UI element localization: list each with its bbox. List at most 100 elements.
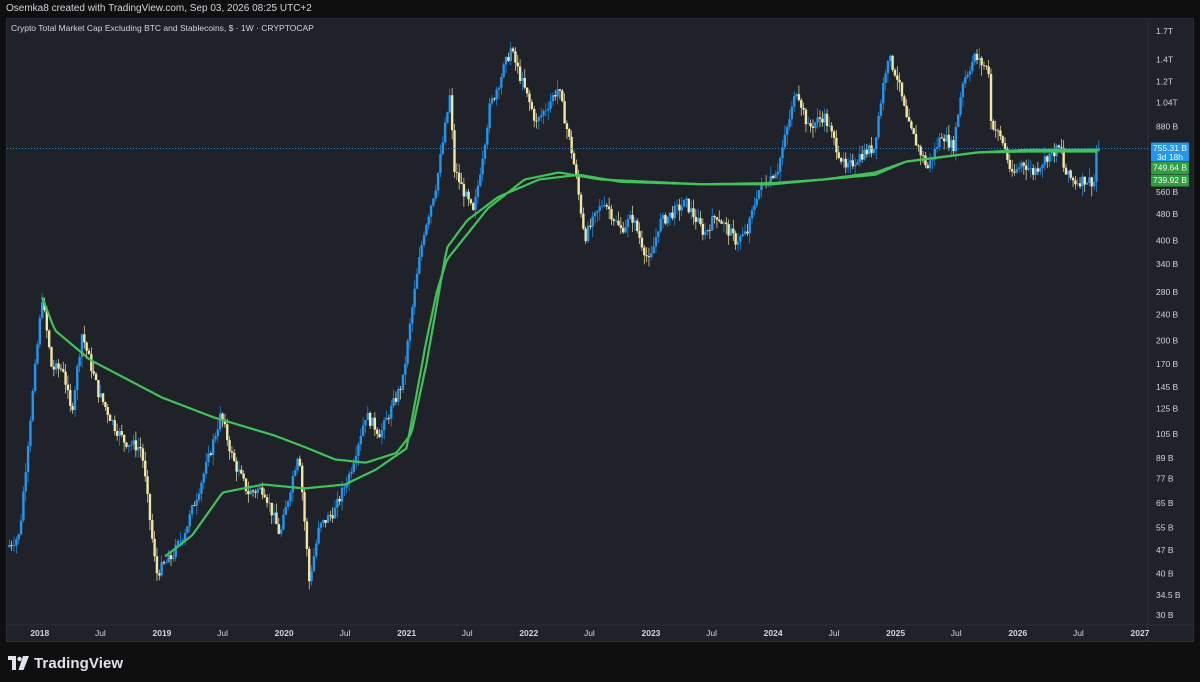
candle xyxy=(851,153,854,169)
candle xyxy=(708,224,712,239)
candle xyxy=(1055,143,1058,163)
candle xyxy=(57,358,60,378)
candle xyxy=(870,136,873,158)
candle xyxy=(195,492,198,515)
x-tick-label: 2019 xyxy=(153,628,172,638)
candle xyxy=(80,333,84,368)
candle xyxy=(101,392,105,405)
candle xyxy=(872,148,876,155)
candle xyxy=(725,216,728,235)
candle xyxy=(1074,175,1077,190)
candle xyxy=(825,109,829,133)
candle xyxy=(415,267,419,290)
candle xyxy=(375,427,379,439)
candle xyxy=(1085,181,1089,186)
chart-title: Crypto Total Market Cap Excluding BTC an… xyxy=(11,23,314,33)
candle xyxy=(162,560,166,566)
candle xyxy=(469,198,473,206)
candle xyxy=(446,111,449,124)
tradingview-brand[interactable]: TradingView xyxy=(8,652,123,674)
candle xyxy=(476,180,480,204)
candle xyxy=(55,360,58,375)
candle xyxy=(626,214,630,238)
x-tick-label: 2024 xyxy=(764,628,783,638)
candle xyxy=(1036,161,1040,176)
candle xyxy=(436,172,440,197)
candle xyxy=(347,470,351,492)
candle xyxy=(268,493,271,513)
candle xyxy=(432,197,435,208)
candle xyxy=(33,359,37,394)
candle xyxy=(893,68,897,78)
candle xyxy=(265,494,269,508)
candle xyxy=(455,163,459,181)
candle xyxy=(186,525,189,534)
x-tick-label: 2020 xyxy=(275,628,294,638)
candle xyxy=(204,452,208,478)
candle xyxy=(675,199,679,215)
candle xyxy=(1015,164,1018,174)
candle xyxy=(718,210,721,223)
candle xyxy=(961,80,965,107)
candle xyxy=(373,412,377,436)
candle xyxy=(113,415,116,436)
candle xyxy=(554,90,557,101)
candle xyxy=(493,97,496,102)
candle xyxy=(591,211,594,238)
candle xyxy=(802,102,805,115)
price-axis[interactable]: 1.7T 1.4T 1.2T 1.04T 880 B 560 B 480 B 400 B 340… xyxy=(1156,26,1181,620)
time-axis[interactable]: 2018 Jul 2019 Jul 2020 Jul 2021 Jul 2022 Jul 2023 J… xyxy=(30,628,1149,638)
candle xyxy=(823,108,826,132)
tradingview-logo-text: TradingView xyxy=(34,654,124,672)
candle xyxy=(106,404,109,424)
candle xyxy=(926,162,929,169)
candle xyxy=(111,419,114,426)
candle xyxy=(324,520,327,528)
candle xyxy=(488,97,491,134)
ma-label-2: 739.92 B xyxy=(1151,174,1189,187)
candle xyxy=(652,236,655,254)
candle xyxy=(237,460,241,477)
candle xyxy=(1092,173,1096,191)
candle xyxy=(525,87,529,97)
candle xyxy=(645,247,648,263)
candle xyxy=(258,482,262,491)
candle xyxy=(971,55,974,74)
candle xyxy=(1003,137,1007,151)
candle xyxy=(460,172,463,185)
candle xyxy=(703,223,707,240)
candle xyxy=(844,152,847,174)
candle xyxy=(92,362,95,377)
x-tick-label: Jul xyxy=(95,628,106,638)
candle xyxy=(296,457,299,474)
last-price-label: 755.31 B3d 18h xyxy=(1151,142,1189,162)
candle xyxy=(66,375,70,400)
candle xyxy=(427,213,430,230)
candle xyxy=(1039,166,1042,176)
candle xyxy=(952,135,955,155)
candle xyxy=(69,383,72,412)
candle xyxy=(235,457,238,482)
candle xyxy=(964,69,967,88)
candle xyxy=(757,189,761,201)
candle xyxy=(945,126,948,143)
candle xyxy=(214,432,217,443)
candle xyxy=(685,196,688,208)
candle xyxy=(50,346,53,368)
candle xyxy=(481,150,484,182)
candle xyxy=(1064,163,1068,175)
candle xyxy=(530,99,534,111)
candle xyxy=(661,212,665,229)
candle xyxy=(755,190,758,208)
candle xyxy=(928,153,932,173)
candle xyxy=(804,107,808,133)
price-chart[interactable]: 1.7T 1.4T 1.2T 1.04T 880 B 560 B 480 B 400 B 340… xyxy=(0,0,1200,645)
candle xyxy=(19,513,23,536)
candle xyxy=(202,471,206,490)
candle xyxy=(994,120,997,138)
candle xyxy=(326,512,330,524)
candle xyxy=(1067,170,1070,184)
candle xyxy=(211,433,215,466)
candle xyxy=(115,423,119,441)
candle xyxy=(987,59,990,78)
